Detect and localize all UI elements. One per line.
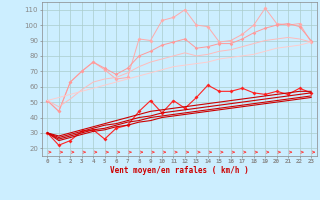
X-axis label: Vent moyen/en rafales ( km/h ): Vent moyen/en rafales ( km/h ) xyxy=(110,166,249,175)
